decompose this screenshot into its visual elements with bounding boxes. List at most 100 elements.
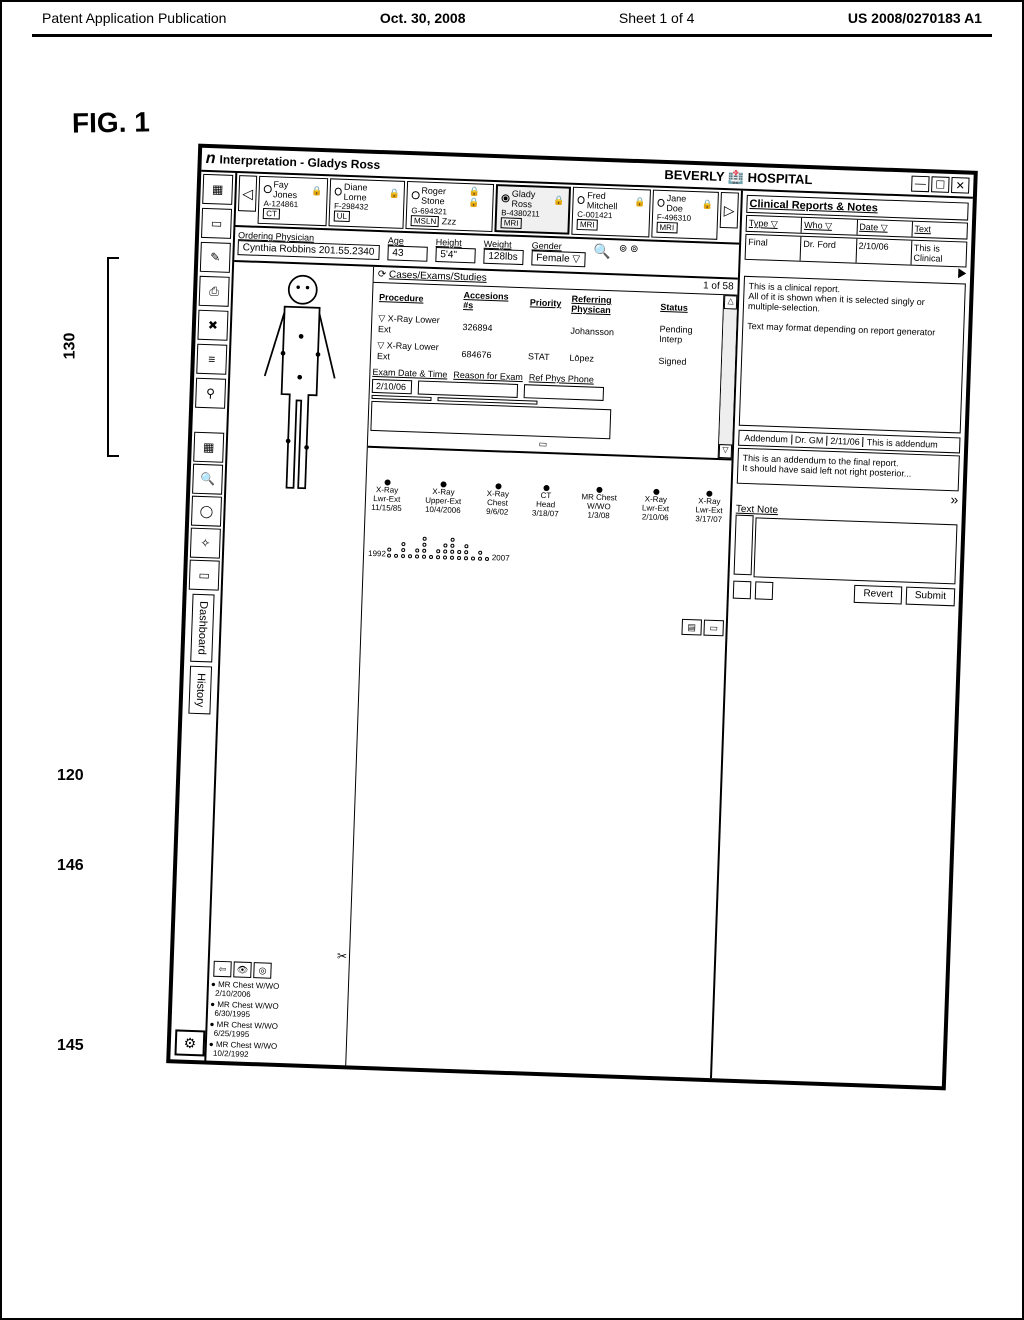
cases-title: Cases/Exams/Studies	[389, 269, 487, 283]
gender-value[interactable]: Female ▽	[531, 250, 585, 267]
ptab-name: Glady Ross	[511, 189, 552, 210]
ptab-name: Fay Jones	[273, 179, 310, 200]
histogram[interactable]: 1992	[368, 518, 725, 570]
note-icon-1[interactable]	[733, 581, 752, 600]
patient-tab-2[interactable]: Diane Lorne🔒 F-298432 UL	[328, 178, 405, 229]
timeline-view-icon[interactable]: ▤	[681, 619, 702, 636]
pub-number: US 2008/0270183 A1	[848, 10, 982, 26]
addendum-text: This is addendum	[864, 437, 941, 450]
tool-zoom-icon[interactable]: 🔍	[192, 464, 223, 495]
cases-count: 1 of 58	[703, 280, 734, 292]
col-date[interactable]: Date ▽	[857, 220, 913, 237]
tool-box-icon[interactable]: ▭	[189, 560, 220, 591]
sync-button[interactable]: ⚙	[174, 1029, 205, 1056]
tool-print-icon[interactable]: ⎙	[199, 276, 230, 307]
ptab-mod: MSLN	[411, 215, 440, 227]
tool-search-icon[interactable]: ⚲	[195, 378, 226, 409]
tool-layout-icon[interactable]: ▦	[193, 432, 224, 463]
tool-list-icon[interactable]: ≡	[196, 344, 227, 375]
tool-circle-icon[interactable]: ◯	[191, 496, 222, 527]
app-window: n Interpretation - Gladys Ross BEVERLY 🏥…	[166, 144, 978, 1091]
year-end: 2007	[492, 553, 510, 563]
submit-button[interactable]: Submit	[906, 587, 956, 607]
ptab-mod: UL	[334, 210, 351, 222]
col-status[interactable]: Status	[656, 295, 721, 321]
history-list: ● MR Chest W/WO 2/10/2006 ● MR Chest W/W…	[208, 979, 346, 1064]
callout-bracket	[107, 257, 119, 457]
minimize-button[interactable]: —	[911, 176, 930, 193]
expand-icon[interactable]	[958, 268, 966, 278]
patient-tab-6[interactable]: Jane Doe🔒 F-496310 MRI	[651, 190, 719, 240]
exam-phone-label: Ref Phys Phone	[529, 372, 594, 384]
maximize-button[interactable]: ☐	[931, 176, 950, 193]
timeline-item[interactable]: X-Ray Lwr-Ext2/10/06	[638, 488, 673, 522]
ptab-extra: Zzz	[442, 216, 457, 226]
height-value: 5'4"	[435, 247, 475, 263]
body-figure[interactable]	[212, 264, 371, 949]
timeline-item[interactable]: MR Chest W/WO1/3/08	[578, 486, 619, 520]
nav-target-icon[interactable]: ◎	[253, 962, 272, 979]
timeline-item[interactable]: X-Ray Upper-Ext10/4/2006	[423, 481, 463, 515]
callout-146: 146	[57, 857, 84, 875]
tool-grid-icon[interactable]: ▦	[202, 174, 233, 205]
history-item[interactable]: ● MR Chest W/WO 10/2/1992	[208, 1039, 344, 1064]
patient-tab-active[interactable]: Glady Ross🔒 B-4380211 MRI	[494, 184, 571, 235]
timeline-item[interactable]: X-Ray Lwr-Ext3/17/07	[692, 490, 727, 524]
ptab-mod: MRI	[656, 222, 677, 234]
report-date: 2/10/06	[856, 239, 912, 265]
year-start: 1992	[368, 549, 386, 559]
col-text[interactable]: Text	[912, 222, 967, 239]
addendum-label: Addendum	[741, 433, 792, 445]
ptab-mod: MRI	[501, 217, 522, 229]
history-tab[interactable]: History	[188, 666, 212, 715]
ptab-name: Jane Doe	[666, 193, 700, 214]
tool-edit-icon[interactable]: ✎	[200, 242, 231, 273]
timeline-item[interactable]: X-Ray Chest9/6/02	[482, 483, 513, 517]
tool-rect-icon[interactable]: ▭	[201, 208, 232, 239]
col-procedure[interactable]: Procedure	[375, 285, 458, 312]
timeline-item[interactable]: CT Head3/18/07	[532, 485, 560, 519]
ptab-name: Diane Lorne	[343, 182, 387, 203]
addendum-date: 2/11/06	[827, 436, 864, 447]
exam-date-label: Exam Date & Time	[372, 367, 447, 380]
demo-search-icon[interactable]: 🔍	[593, 243, 611, 269]
col-accession[interactable]: Accesions #s	[459, 288, 524, 314]
age-value: 43	[387, 245, 427, 261]
revert-button[interactable]: Revert	[854, 585, 902, 605]
patient-tab-5[interactable]: Fred Mitchell🔒 C-001421 MRI	[572, 187, 651, 238]
col-type[interactable]: Type ▽	[747, 216, 803, 233]
dashboard-tab[interactable]: Dashboard	[190, 594, 214, 663]
col-referring[interactable]: Referring Physican	[567, 292, 655, 319]
tool-star-icon[interactable]: ✧	[190, 528, 221, 559]
exam-extra-1	[371, 395, 431, 401]
col-who[interactable]: Who ▽	[802, 218, 858, 235]
timeline-item[interactable]: X-Ray Lwr-Ext11/15/85	[370, 479, 405, 513]
report-text: This is Clinical	[911, 241, 966, 267]
report-body: This is a clinical report. All of it is …	[739, 276, 966, 434]
ptab-name: Roger Stone	[421, 185, 467, 207]
weight-value: 128lbs	[483, 249, 523, 265]
pub-sheet: Sheet 1 of 4	[619, 10, 695, 26]
patient-tab-3[interactable]: Roger Stone🔒🔒 G-694321 MSLN Zzz	[406, 181, 494, 232]
callout-130: 130	[61, 333, 79, 360]
refresh-icon[interactable]: ⟳	[378, 269, 387, 280]
tool-delete-icon[interactable]: ✖	[197, 310, 228, 341]
exam-phone-value	[524, 384, 604, 401]
col-priority[interactable]: Priority	[525, 290, 565, 315]
exam-date-value: 2/10/06	[372, 379, 412, 394]
patient-tab-1[interactable]: Fay Jones🔒 A-124861 CT	[258, 176, 328, 226]
nav-back-icon[interactable]: ⇦	[213, 961, 232, 978]
text-note-input[interactable]	[753, 517, 957, 584]
tab-nav-left[interactable]: ◁	[238, 175, 258, 212]
note-icon-2[interactable]	[755, 581, 774, 600]
timeline-expand-icon[interactable]: ▭	[703, 620, 724, 637]
pub-label: Patent Application Publication	[42, 10, 226, 26]
exam-reason-value	[418, 380, 518, 397]
close-button[interactable]: ✕	[951, 177, 970, 194]
report-who: Dr. Ford	[801, 237, 857, 263]
nav-eye-icon[interactable]: 👁	[233, 961, 252, 978]
tab-nav-right[interactable]: ▷	[719, 192, 739, 229]
ptab-mod: CT	[263, 208, 280, 220]
addendum-who: Dr. GM	[792, 435, 828, 446]
ptab-name: Fred Mitchell	[587, 190, 633, 212]
